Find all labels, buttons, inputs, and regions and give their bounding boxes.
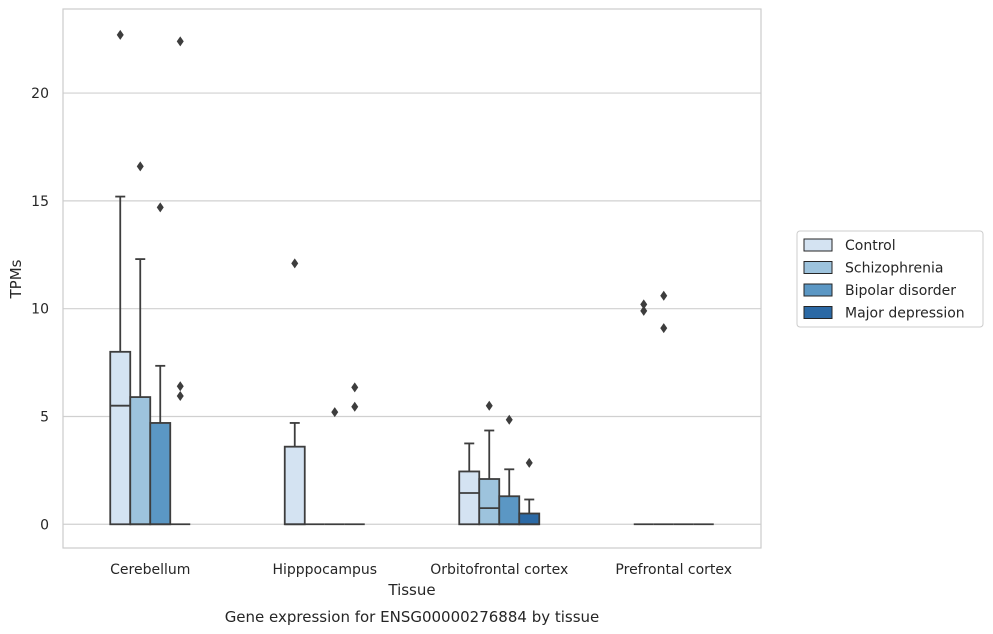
box-4-2 <box>344 382 365 526</box>
box-4-1 <box>170 36 191 526</box>
box-2-3 <box>478 400 501 526</box>
box-body <box>109 350 132 526</box>
box-2-1 <box>129 161 152 526</box>
outlier-point-2 <box>660 290 668 301</box>
plot-area-frame <box>62 8 762 549</box>
outlier-point-1 <box>505 414 513 425</box>
box-body <box>498 495 521 526</box>
outlier-point-1 <box>116 29 124 40</box>
outlier-point-1 <box>525 457 533 468</box>
outlier-point-1 <box>485 400 493 411</box>
outlier-point-2 <box>640 299 648 310</box>
box-body <box>283 445 306 526</box>
y-axis-label: TPMs <box>7 259 25 299</box>
x-tick-label-1: Cerebellum <box>110 562 190 578</box>
legend-label-1: Control <box>845 238 896 254</box>
box-2-4 <box>653 290 674 526</box>
outlier-point-1 <box>331 407 339 418</box>
outlier-point-1 <box>351 382 359 393</box>
legend-swatch-1 <box>803 238 833 252</box>
box-3-3 <box>498 414 521 526</box>
legend-swatch-3 <box>803 283 833 297</box>
box-1-2 <box>283 258 306 526</box>
legend: Control Schizophrenia Bipolar disorder Majo… <box>796 230 984 328</box>
legend-swatch-2 <box>803 261 833 274</box>
box-1-3 <box>458 442 481 526</box>
box-body <box>149 422 172 526</box>
box-body <box>458 470 481 526</box>
y-tick-labels: 0 5 10 15 20 <box>31 86 49 533</box>
y-tick-label-0: 0 <box>40 517 49 533</box>
y-tick-label-10: 10 <box>31 302 49 318</box>
y-tick-label-15: 15 <box>31 194 49 210</box>
x-tick-label-4: Prefrontal cortex <box>615 562 732 578</box>
legend-frame <box>796 230 984 328</box>
box-body <box>129 396 152 526</box>
box-1-1 <box>109 29 132 526</box>
outlier-point-3 <box>176 391 184 402</box>
boxes <box>109 29 714 526</box>
outlier-point-1 <box>176 36 184 47</box>
legend-label-4: Major depression <box>845 306 965 322</box>
x-axis-label: Tissue <box>387 581 435 599</box>
outlier-point-1 <box>156 202 164 213</box>
outlier-point-1 <box>291 258 299 269</box>
outlier-point-2 <box>176 381 184 392</box>
x-tick-label-2: Hipppocampus <box>272 562 377 578</box>
y-tick-label-20: 20 <box>31 86 49 102</box>
legend-label-2: Schizophrenia <box>845 261 943 277</box>
outlier-point-1 <box>136 161 144 172</box>
legend-label-3: Bipolar disorder <box>845 283 956 299</box>
box-body <box>518 512 541 526</box>
box-1-4 <box>633 299 654 526</box>
x-tick-label-3: Orbitofrontal cortex <box>430 562 568 578</box>
outlier-point-2 <box>351 401 359 412</box>
box-body <box>478 478 501 526</box>
outlier-point-1 <box>640 305 648 316</box>
box-3-2 <box>324 407 345 526</box>
y-tick-label-5: 5 <box>40 409 49 425</box>
chart-caption: Gene expression for ENSG00000276884 by t… <box>225 608 600 626</box>
box-4-3 <box>518 457 541 526</box>
legend-swatch-4 <box>803 306 833 319</box>
outlier-point-1 <box>660 323 668 334</box>
x-tick-labels: Cerebellum Hipppocampus Orbitofrontal cort… <box>110 562 732 578</box>
box-3-1 <box>149 202 172 526</box>
